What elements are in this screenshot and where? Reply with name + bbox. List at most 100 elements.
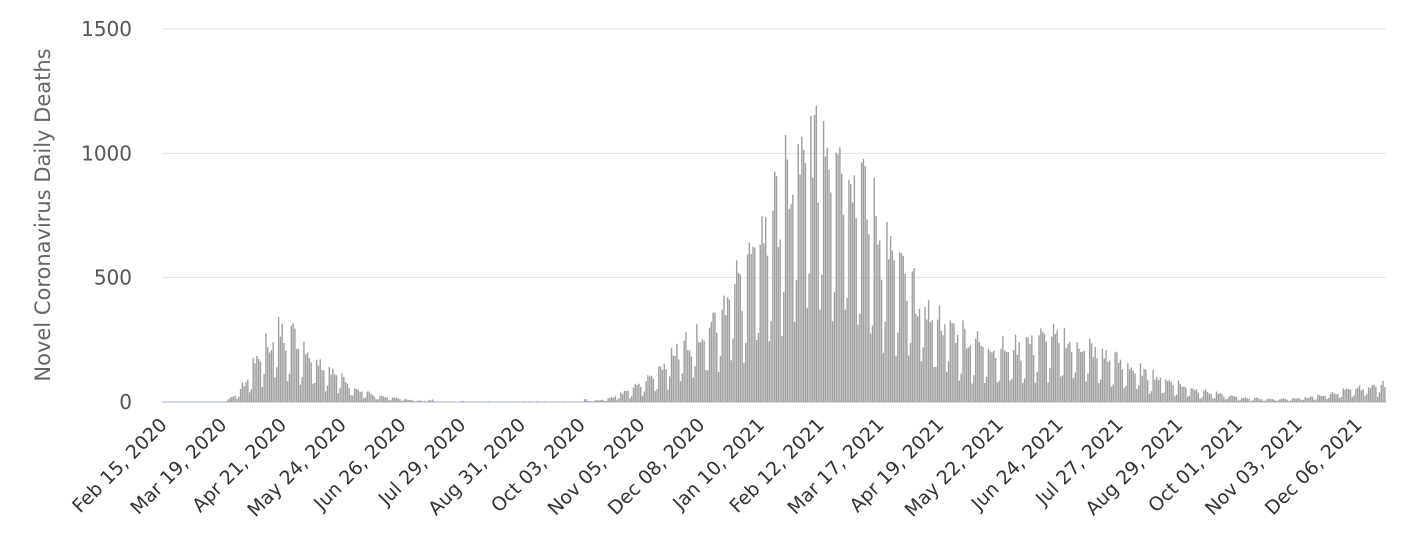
daily-death-bar — [674, 356, 675, 402]
daily-death-bar — [1201, 397, 1202, 402]
daily-death-bar — [1261, 399, 1262, 402]
daily-death-bar — [1265, 401, 1266, 402]
daily-death-bar — [1183, 386, 1184, 402]
daily-death-bar — [1310, 396, 1311, 402]
daily-death-bar — [837, 154, 838, 402]
daily-death-bar — [638, 384, 639, 402]
daily-death-bar — [1053, 324, 1054, 402]
daily-death-bar — [1189, 396, 1190, 402]
daily-death-bar — [683, 341, 684, 402]
y-tick-label: 500 — [94, 266, 132, 290]
daily-death-bar — [316, 360, 317, 402]
daily-death-bar — [1301, 400, 1302, 402]
daily-death-bar — [1343, 388, 1344, 402]
daily-death-bar — [406, 400, 407, 403]
daily-death-bar — [468, 401, 469, 402]
daily-death-bar — [810, 116, 811, 402]
daily-death-bar — [917, 317, 918, 402]
daily-death-bar — [1350, 390, 1351, 402]
daily-death-bar — [336, 375, 337, 402]
daily-death-bar — [834, 292, 835, 402]
daily-death-bar — [1133, 371, 1134, 402]
daily-death-bar — [280, 337, 281, 402]
daily-death-bar — [1118, 363, 1119, 402]
daily-death-bar — [1214, 398, 1215, 402]
daily-death-bar — [1228, 396, 1229, 402]
daily-death-bar — [745, 343, 746, 402]
daily-death-bar — [405, 399, 406, 402]
daily-death-bar — [300, 385, 301, 402]
daily-death-bar — [1308, 398, 1309, 402]
daily-death-bar — [1107, 362, 1108, 402]
daily-death-bar — [734, 284, 735, 402]
daily-death-bar — [443, 401, 444, 402]
daily-death-bar — [1120, 360, 1121, 402]
daily-death-bar — [247, 379, 248, 402]
daily-death-bar — [906, 301, 907, 402]
daily-death-bar — [1285, 399, 1286, 402]
daily-death-bar — [964, 329, 965, 402]
daily-death-bar — [1192, 389, 1193, 402]
daily-death-bar — [740, 274, 741, 402]
daily-death-bar — [1357, 388, 1358, 402]
daily-death-bar — [1075, 373, 1076, 402]
daily-death-bar — [298, 349, 299, 402]
daily-death-bar — [356, 389, 357, 402]
daily-death-bar — [948, 361, 949, 402]
daily-death-bar — [944, 324, 945, 402]
daily-death-bar — [669, 376, 670, 402]
daily-death-bar — [693, 378, 694, 402]
daily-death-bar — [1332, 392, 1333, 402]
daily-death-bar — [1022, 383, 1023, 402]
daily-death-bar — [421, 401, 422, 402]
daily-death-bar — [1151, 391, 1152, 402]
daily-death-bar — [1270, 399, 1271, 402]
daily-death-bar — [1292, 398, 1293, 402]
daily-death-bar — [282, 324, 283, 402]
daily-death-bar — [817, 203, 818, 402]
daily-death-bar — [414, 401, 415, 402]
daily-death-bar — [1323, 396, 1324, 402]
daily-death-bar — [702, 339, 703, 402]
daily-death-bar — [1125, 386, 1126, 402]
daily-death-bar — [913, 268, 914, 402]
daily-death-bar — [1078, 349, 1079, 402]
daily-death-bar — [848, 180, 849, 402]
daily-death-bar — [1038, 335, 1039, 402]
daily-death-bar — [1080, 352, 1081, 402]
daily-death-bar — [1122, 369, 1123, 402]
daily-death-bar — [627, 391, 628, 402]
daily-death-bar — [1129, 369, 1130, 402]
daily-death-bar — [598, 400, 599, 402]
daily-death-bar — [781, 336, 782, 402]
daily-death-bar — [846, 298, 847, 402]
daily-death-bar — [1089, 339, 1090, 402]
daily-death-bar — [1373, 385, 1374, 402]
daily-death-bar — [819, 310, 820, 402]
daily-death-bar — [770, 321, 771, 402]
daily-death-bar — [1181, 387, 1182, 402]
daily-death-bar — [673, 355, 674, 402]
daily-death-bar — [937, 320, 938, 402]
daily-death-bar — [727, 297, 728, 402]
daily-death-bar — [821, 275, 822, 402]
bars-layer — [224, 106, 1386, 402]
daily-death-bar — [370, 394, 371, 402]
daily-death-bar — [919, 309, 920, 402]
daily-death-bar — [1352, 397, 1353, 402]
daily-death-bar — [1221, 394, 1222, 402]
daily-death-bar — [689, 350, 690, 402]
daily-death-bar — [245, 382, 246, 402]
daily-death-bar — [251, 389, 252, 402]
y-tick-label: 1500 — [81, 17, 132, 41]
daily-death-bar — [1339, 398, 1340, 402]
daily-death-bar — [385, 397, 386, 402]
daily-death-bar — [1037, 372, 1038, 402]
daily-death-bar — [1047, 383, 1048, 402]
daily-death-bar — [1156, 377, 1157, 402]
daily-death-bar — [694, 366, 695, 402]
daily-death-bar — [1314, 400, 1315, 402]
daily-death-bar — [1303, 400, 1304, 402]
daily-death-bar — [609, 398, 610, 402]
daily-death-bar — [1348, 389, 1349, 402]
